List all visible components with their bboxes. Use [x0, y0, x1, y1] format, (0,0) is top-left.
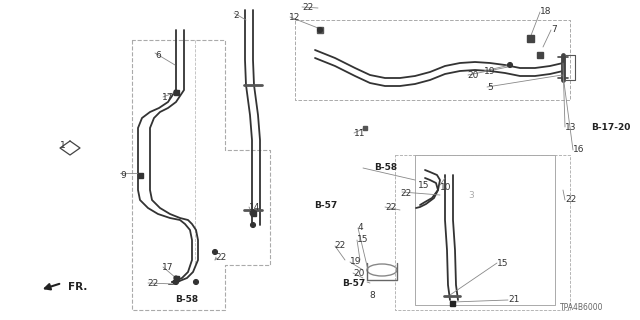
Bar: [250, 211, 255, 215]
Bar: [173, 90, 179, 94]
Text: 2: 2: [233, 11, 239, 20]
Circle shape: [212, 250, 218, 254]
Text: B-58: B-58: [374, 164, 397, 172]
Text: 22: 22: [147, 278, 158, 287]
Text: 20: 20: [467, 70, 478, 79]
Text: 22: 22: [334, 242, 345, 251]
Text: 17: 17: [162, 262, 173, 271]
Text: B-57: B-57: [314, 202, 337, 211]
Text: 17: 17: [162, 92, 173, 101]
Text: 22: 22: [215, 253, 227, 262]
Bar: [537, 52, 543, 58]
Text: 15: 15: [418, 180, 429, 189]
Text: TPA4B6000: TPA4B6000: [560, 302, 604, 311]
Text: 10: 10: [440, 182, 451, 191]
Text: 7: 7: [551, 26, 557, 35]
Circle shape: [173, 280, 177, 284]
Circle shape: [193, 279, 198, 284]
Circle shape: [508, 62, 513, 68]
Bar: [363, 126, 367, 130]
Text: 19: 19: [484, 68, 495, 76]
Text: 16: 16: [573, 146, 584, 155]
Text: 22: 22: [385, 203, 396, 212]
Circle shape: [250, 222, 255, 228]
Text: 4: 4: [358, 223, 364, 233]
Text: 9: 9: [120, 171, 125, 180]
Text: 5: 5: [487, 84, 493, 92]
Text: 12: 12: [289, 13, 300, 22]
Bar: [138, 172, 143, 178]
Bar: [173, 276, 179, 281]
Text: 15: 15: [497, 259, 509, 268]
Text: B-58: B-58: [175, 295, 198, 305]
Text: B-57: B-57: [342, 278, 365, 287]
Circle shape: [174, 276, 178, 280]
Text: 6: 6: [155, 51, 161, 60]
Text: 13: 13: [565, 124, 577, 132]
Circle shape: [173, 279, 179, 284]
Text: 15: 15: [357, 236, 369, 244]
Circle shape: [250, 210, 256, 216]
Text: 22: 22: [302, 3, 313, 12]
Text: 21: 21: [508, 295, 520, 305]
Text: 8: 8: [369, 291, 375, 300]
Text: FR.: FR.: [68, 282, 88, 292]
Text: 11: 11: [354, 130, 365, 139]
Text: 19: 19: [350, 258, 362, 267]
Circle shape: [317, 28, 323, 33]
Text: 22: 22: [565, 196, 576, 204]
Bar: [449, 300, 454, 306]
Text: 18: 18: [540, 7, 552, 17]
Text: B-17-20: B-17-20: [591, 124, 630, 132]
Bar: [317, 27, 323, 33]
Text: 20: 20: [353, 268, 364, 277]
Circle shape: [174, 90, 178, 94]
Text: 3: 3: [468, 190, 474, 199]
Text: 1: 1: [60, 140, 66, 149]
Text: 22: 22: [400, 188, 412, 197]
Text: 14: 14: [249, 204, 260, 212]
Bar: [527, 35, 534, 42]
